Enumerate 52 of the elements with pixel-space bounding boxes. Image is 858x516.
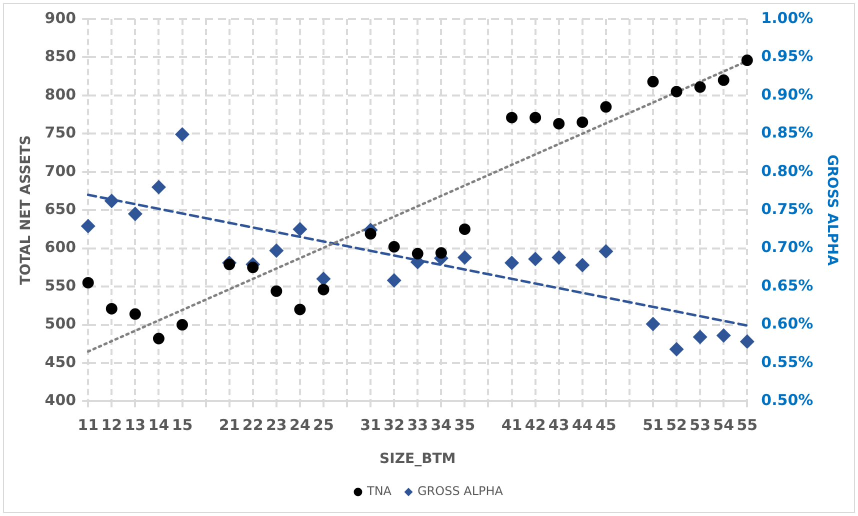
x-tick-label: 43 [548,416,570,434]
x-tick-label: 12 [101,416,122,434]
y-tick-label: 500 [44,314,76,333]
x-tick-label: 11 [78,416,99,434]
y2-tick-label: 0.60% [761,314,814,333]
x-tick-label: 22 [242,416,264,434]
y-tick-label: 600 [44,238,76,256]
y-tick-label: 700 [44,162,76,180]
x-tick-label: 42 [524,416,546,434]
x-tick-label: 34 [430,416,452,434]
y2-tick-label: 0.70% [761,238,814,256]
x-tick-label: 55 [736,416,758,434]
y2-tick-label: 0.55% [761,352,814,371]
x-tick-label: 51 [642,416,664,434]
y2-tick-label: 0.80% [761,162,814,180]
x-tick-label: 54 [713,416,734,434]
y2-tick-label: 0.90% [761,85,814,104]
x-tick-label: 25 [313,416,334,434]
y2-tick-label: 0.65% [761,276,814,294]
x-tick-label: 41 [501,416,522,434]
x-tick-label: 15 [172,416,193,434]
x-tick-label: 52 [666,416,687,434]
y2-tick-label: 0.85% [761,124,814,142]
y2-tick-label: 0.95% [761,47,814,66]
x-tick-label: 13 [124,416,146,434]
y-tick-label: 450 [44,352,76,371]
x-tick-label: 14 [148,416,170,434]
y-tick-label: 550 [44,276,76,294]
y-tick-label: 850 [44,47,76,66]
x-tick-label: 23 [266,416,287,434]
legend-label: TNA [366,484,392,498]
x-tick-label: 35 [454,416,476,434]
y-tick-label: 650 [44,200,76,218]
y2-tick-label: 0.75% [761,200,814,218]
y-tick-label: 800 [44,85,76,104]
x-tick-label: 32 [384,416,405,434]
y2-tick-label: 0.50% [761,391,814,410]
y-axis-title: TOTAL NET ASSETS [18,135,34,286]
x-tick-label: 44 [572,416,593,434]
y-tick-label: 900 [44,8,76,27]
x-tick-label: 31 [360,416,381,434]
y-tick-label: 400 [44,391,76,410]
y2-axis-title: GROSS ALPHA [824,154,840,266]
x-tick-label: 21 [218,416,240,434]
y2-tick-label: 1.00% [761,8,814,27]
x-tick-label: 33 [407,416,428,434]
x-tick-label: 53 [690,416,711,434]
y-tick-label: 750 [44,124,76,142]
x-tick-label: 24 [290,416,310,434]
x-axis-title: SIZE_BTM [380,451,456,468]
x-tick-label: 45 [596,416,616,434]
legend-label: GROSS ALPHA [418,484,504,498]
